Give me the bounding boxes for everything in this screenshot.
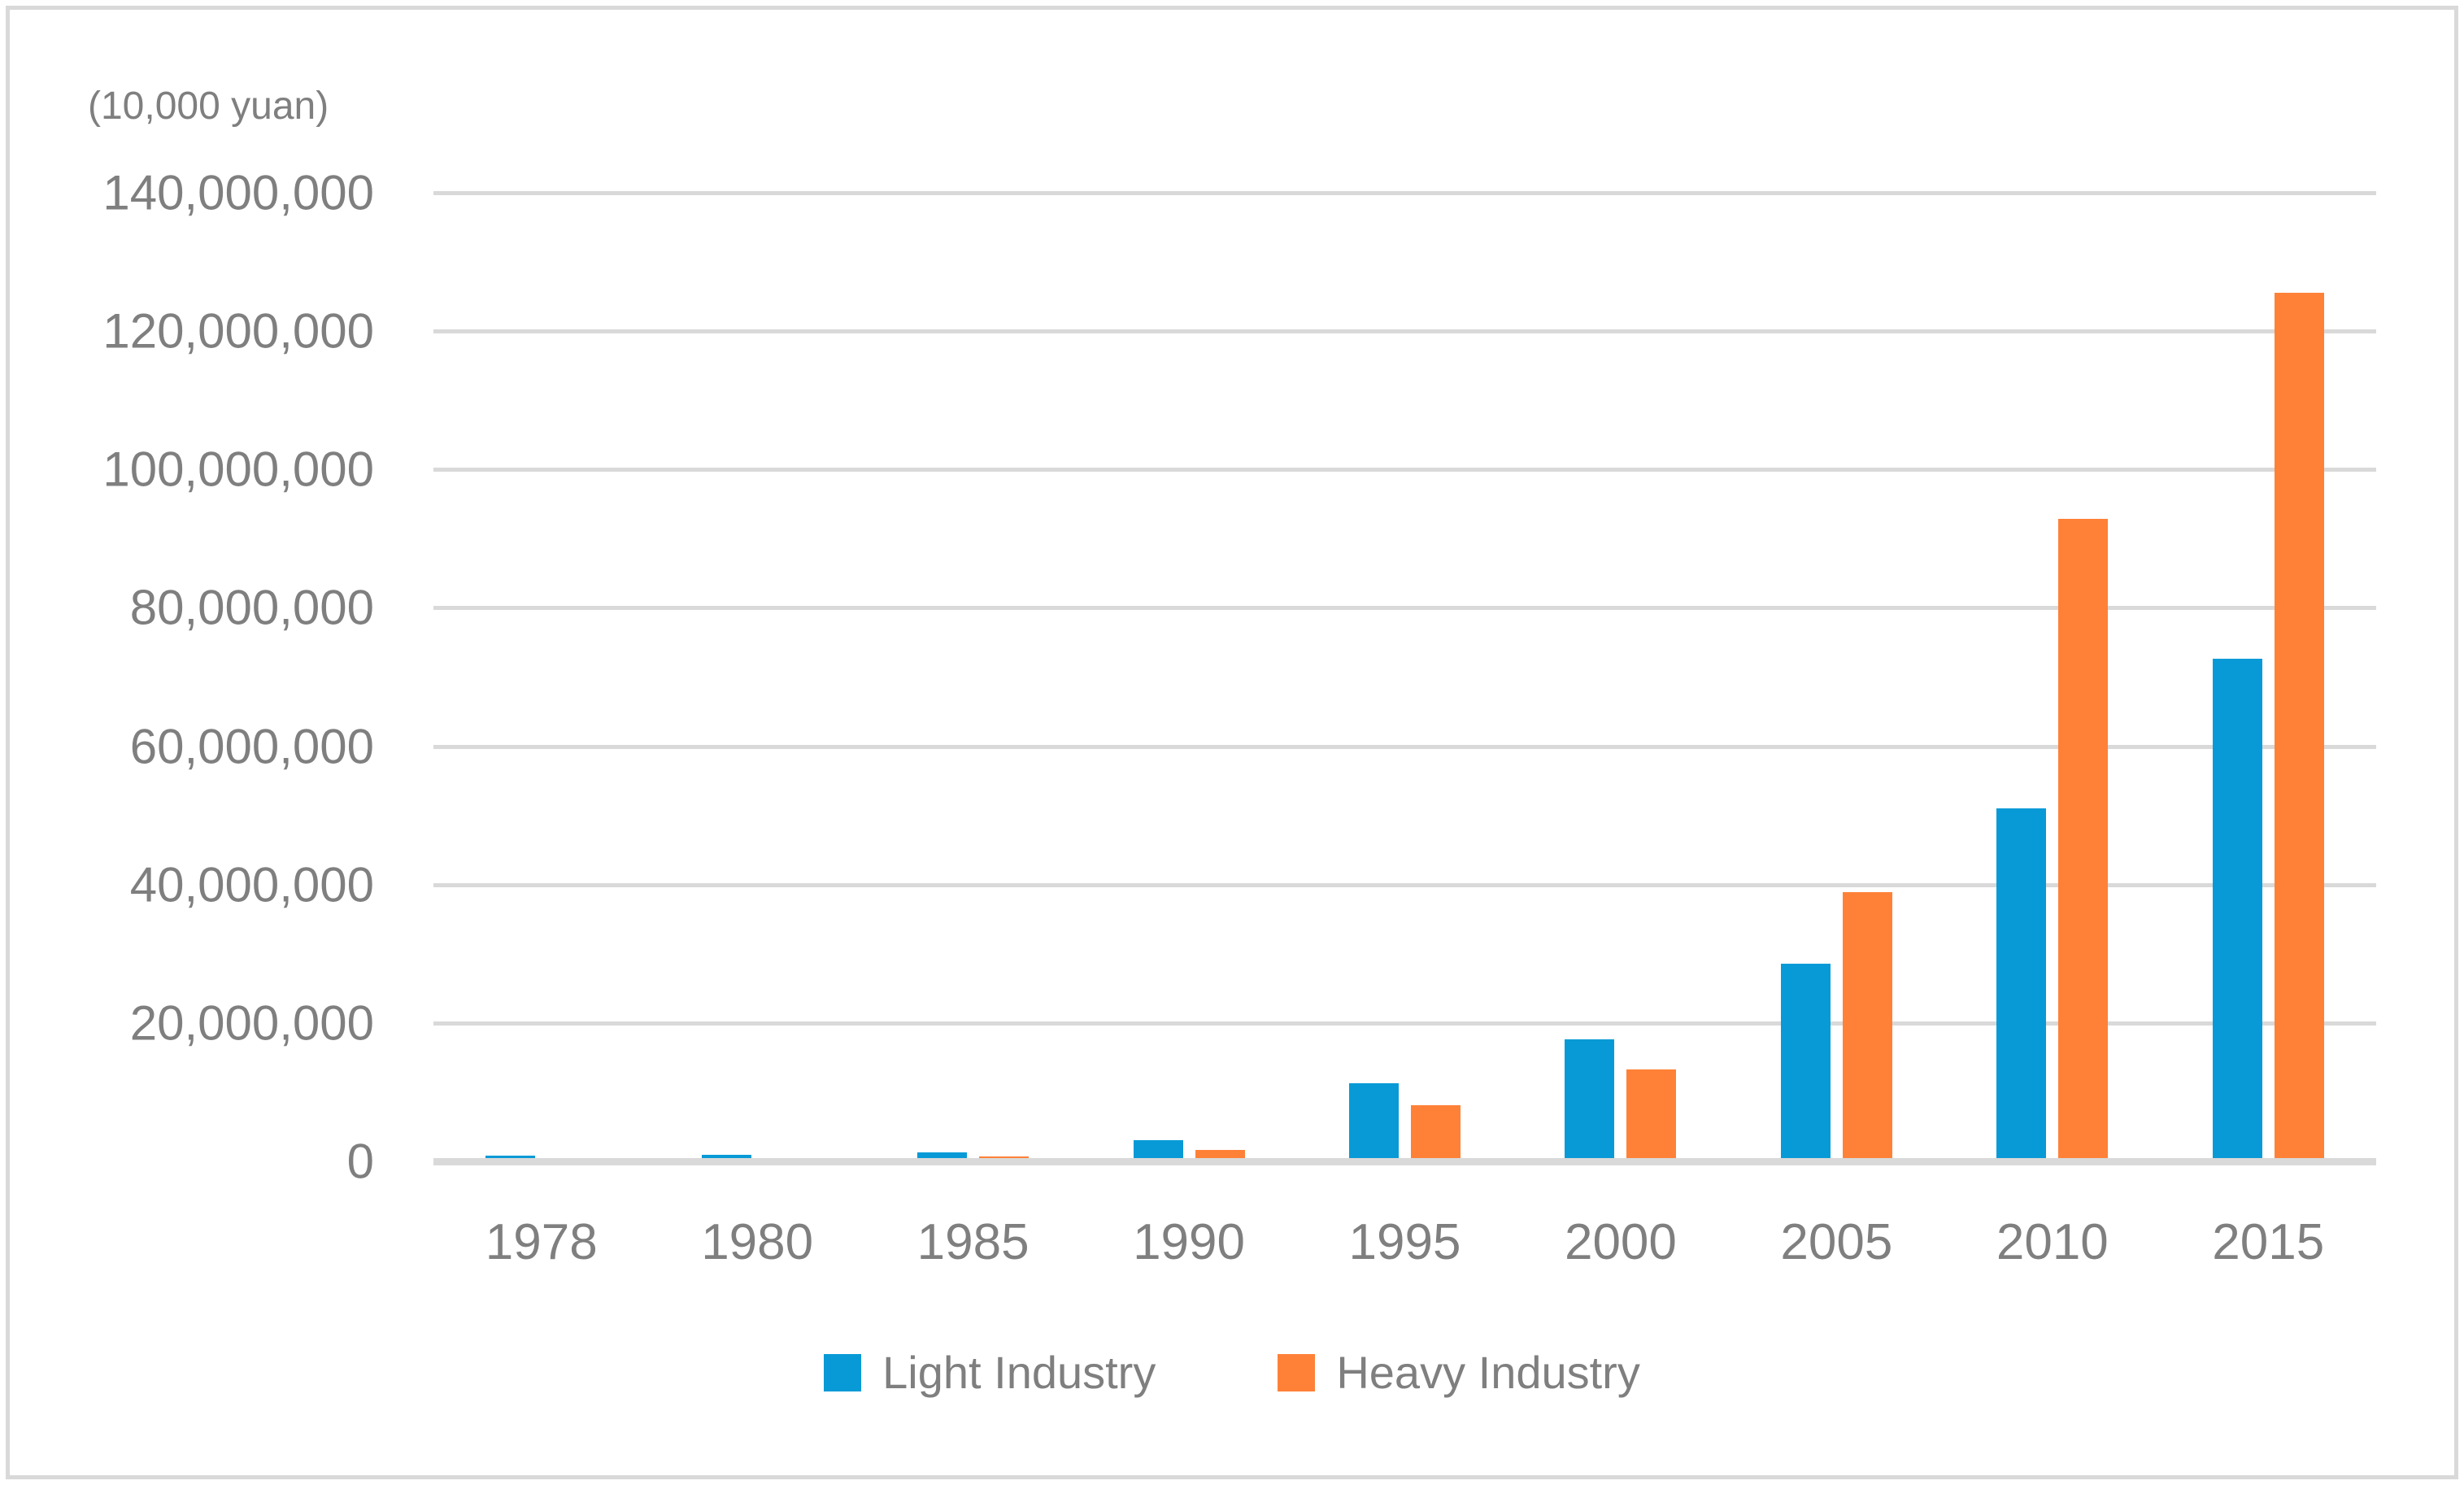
bar-light-industry-1985 (917, 1152, 968, 1161)
legend-swatch-icon (824, 1353, 862, 1391)
legend-item-light-industry: Light Industry (824, 1346, 1156, 1399)
y-axis-tick-label: 60,000,000 (129, 719, 374, 774)
y-axis-unit-label: (10,000 yuan) (88, 85, 329, 128)
gridline (433, 329, 2376, 334)
y-axis-tick-label: 20,000,000 (129, 995, 374, 1051)
bar-light-industry-1995 (1349, 1083, 1399, 1161)
y-axis-tick-label: 140,000,000 (102, 165, 374, 220)
bar-heavy-industry-2010 (2058, 519, 2109, 1161)
gridline (433, 468, 2376, 472)
x-axis-tick-label: 1978 (485, 1214, 598, 1270)
x-axis-tick-label: 1990 (1133, 1214, 1246, 1270)
bar-heavy-industry-1995 (1411, 1105, 1461, 1161)
y-axis-tick-label: 80,000,000 (129, 580, 374, 635)
gridline (433, 1021, 2376, 1026)
gridline (433, 606, 2376, 611)
bar-light-industry-2015 (2212, 659, 2262, 1161)
legend-item-heavy-industry: Heavy Industry (1278, 1346, 1640, 1399)
y-axis-tick-label: 100,000,000 (102, 442, 374, 497)
legend: Light Industry Heavy Industry (0, 1346, 2464, 1399)
x-axis-tick-label: 1980 (701, 1214, 814, 1270)
bar-light-industry-2000 (1565, 1039, 1615, 1161)
x-axis-tick-label: 2005 (1780, 1214, 1893, 1270)
legend-swatch-icon (1278, 1353, 1316, 1391)
x-axis-tick-label: 2000 (1564, 1214, 1677, 1270)
gridline (433, 882, 2376, 887)
bar-heavy-industry-2005 (1842, 892, 1892, 1161)
y-axis-tick-label: 0 (346, 1134, 374, 1189)
x-axis-line (433, 1158, 2376, 1165)
x-axis-tick-label: 1995 (1348, 1214, 1461, 1270)
bar-heavy-industry-2000 (1626, 1069, 1677, 1161)
gridline (433, 191, 2376, 195)
bar-light-industry-2010 (1996, 808, 2047, 1161)
y-axis-tick-label: 120,000,000 (102, 303, 374, 359)
bar-light-industry-2005 (1780, 964, 1831, 1161)
legend-label: Light Industry (882, 1347, 1156, 1398)
legend-label: Heavy Industry (1336, 1347, 1640, 1398)
x-axis-tick-label: 2015 (2212, 1214, 2325, 1270)
x-axis-tick-label: 2010 (1996, 1214, 2109, 1270)
gridline (433, 744, 2376, 749)
bar-light-industry-1990 (1133, 1140, 1183, 1161)
x-axis-tick-label: 1985 (916, 1214, 1030, 1270)
y-axis-tick-label: 40,000,000 (129, 857, 374, 912)
bar-heavy-industry-2015 (2274, 293, 2324, 1161)
